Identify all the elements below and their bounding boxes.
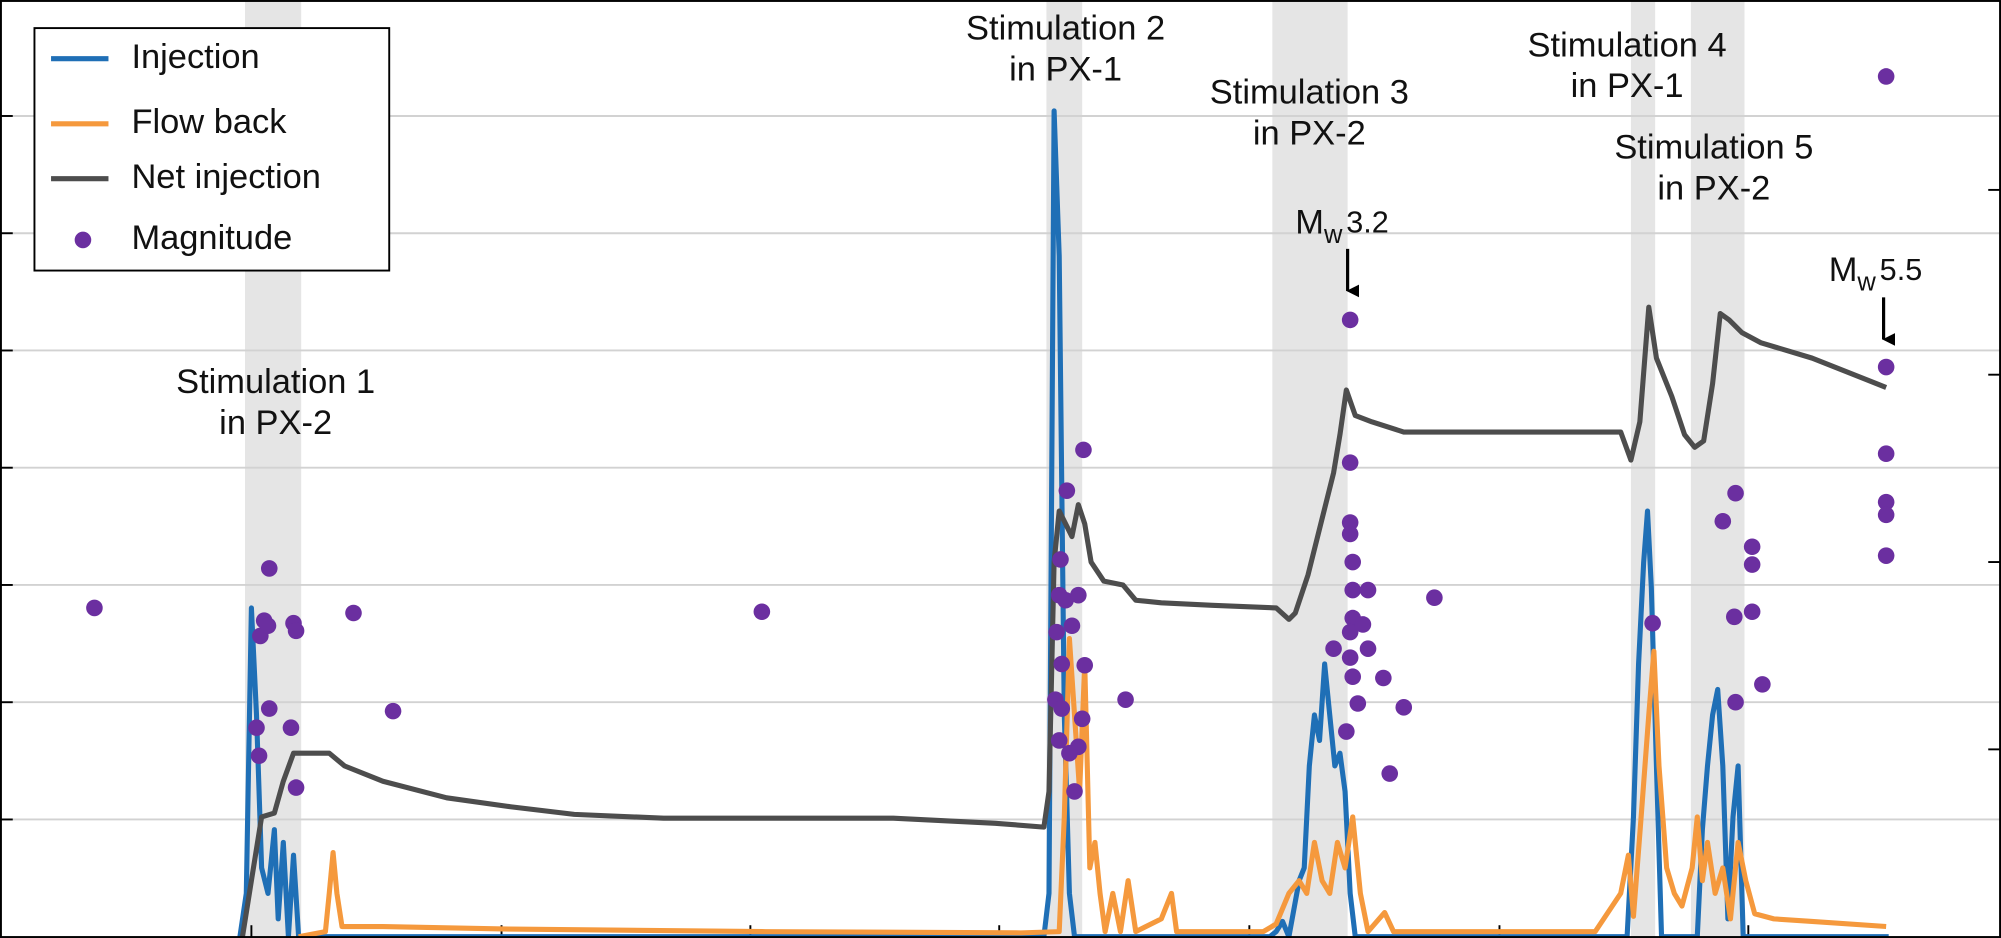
magnitude-point [86,599,103,617]
magnitude-point [259,617,277,635]
stimulation-label: in PX-1 [1009,51,1122,89]
magnitude-point [1743,603,1761,621]
magnitude-point [1341,454,1359,471]
series-line [239,304,1888,938]
legend-box [33,27,391,272]
stimulation-label: in PX-1 [1571,67,1684,105]
magnitude-point [1061,744,1078,762]
magnitude-point [1341,623,1359,641]
magnitude-label: Mw 3.2 [1295,204,1389,249]
magnitude-label: Mw 5.5 [1829,251,1923,296]
legend-label: Net injection [131,158,321,196]
magnitude-point [1381,765,1399,782]
magnitude-point [1877,68,1895,85]
magnitude-point [1727,484,1744,502]
stimulation-label: in PX-2 [1253,114,1366,152]
magnitude-point [1375,669,1392,687]
legend-marker [74,231,92,249]
magnitude-point [1754,676,1771,693]
magnitude-point [1341,514,1359,531]
magnitude-label-part: M [1295,204,1324,242]
magnitude-point [1727,693,1744,711]
magnitude-label-part: 3.2 [1346,206,1389,240]
magnitude-point [1053,700,1071,717]
magnitude-point [287,779,305,796]
magnitude-point [1344,553,1362,571]
magnitude-point [1395,699,1413,716]
magnitude-point [1075,441,1092,459]
magnitude-point [1426,589,1443,607]
magnitude-point [1338,723,1355,740]
magnitude-point [1359,640,1377,657]
magnitude-point [753,603,771,621]
stimulation-label: Stimulation 1 [176,363,375,401]
magnitude-point [1349,695,1367,712]
magnitude-point [1341,649,1359,666]
stimulation-label: Stimulation 3 [1210,74,1409,112]
magnitude-label-part: M [1829,251,1858,289]
magnitude-point [1058,482,1076,499]
magnitude-point [1743,556,1761,573]
magnitude-point [1877,506,1895,524]
magnitude-point [1354,616,1372,633]
magnitude-point [1877,358,1895,376]
magnitude-point [287,622,305,640]
magnitude-point [1877,493,1895,511]
magnitude-point [345,604,362,622]
magnitude-point [1070,586,1087,604]
legend-label: Magnitude [131,219,292,257]
magnitude-point [1341,525,1359,543]
magnitude-point [1063,617,1081,635]
series-line [237,108,1889,938]
magnitude-point [1073,710,1091,728]
magnitude-point [282,719,300,736]
magnitude-label-part: w [1323,221,1343,249]
magnitude-point [250,747,268,765]
magnitude-point [1359,581,1377,599]
magnitude-point [1057,591,1074,609]
magnitude-label-part: 5.5 [1880,253,1923,287]
series-line [298,635,1887,938]
magnitude-point [1877,547,1895,564]
magnitude-point [384,702,402,720]
magnitude-point [248,719,265,736]
stimulation-label: in PX-2 [1657,169,1770,207]
magnitude-point [1325,640,1342,657]
magnitude-point [1743,538,1761,556]
legend-label: Injection [131,38,259,76]
magnitude-point [1344,581,1362,599]
magnitude-label-part: w [1856,268,1876,296]
magnitude-point [1052,551,1069,568]
magnitude-point [260,560,278,577]
magnitude-point [1076,656,1094,674]
magnitude-point [1117,691,1134,708]
magnitude-point [1877,445,1895,463]
magnitude-point [1644,614,1661,632]
magnitude-point [1066,783,1083,800]
legend-label: Flow back [131,103,287,141]
magnitude-point [1714,512,1732,530]
magnitude-point [1048,623,1065,641]
magnitude-point [1341,311,1359,329]
magnitude-point [1050,732,1068,749]
stimulation-label: Stimulation 5 [1614,128,1813,166]
magnitude-point [1344,668,1362,686]
magnitude-point [260,700,278,717]
stimulation-label: Stimulation 4 [1528,26,1727,64]
magnitude-point [1725,608,1743,626]
stimulation-label: Stimulation 2 [966,10,1165,48]
stimulation-label: in PX-2 [219,404,332,442]
magnitude-point [1053,655,1071,673]
